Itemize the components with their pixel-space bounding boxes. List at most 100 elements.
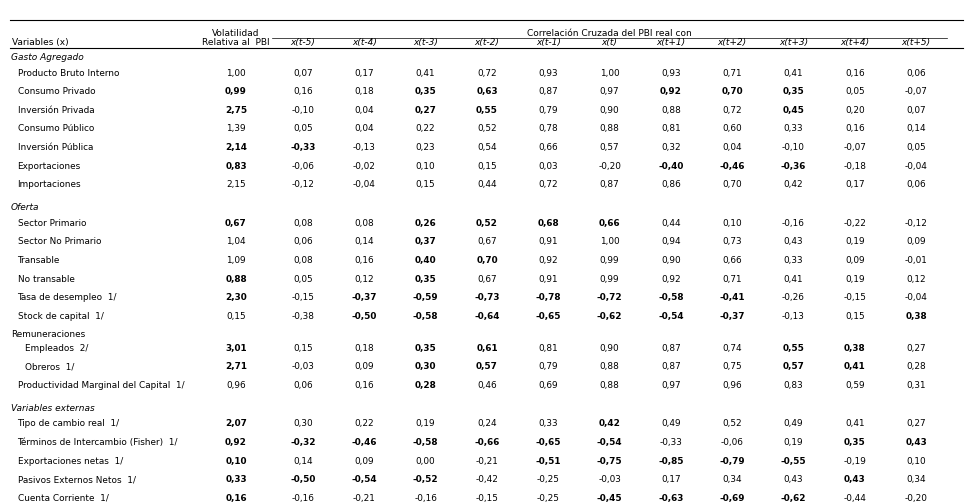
Text: 0,72: 0,72 bbox=[538, 180, 559, 189]
Text: 1,00: 1,00 bbox=[226, 68, 246, 77]
Text: 0,71: 0,71 bbox=[722, 275, 742, 284]
Text: Productividad Marginal del Capital  1/: Productividad Marginal del Capital 1/ bbox=[18, 381, 184, 390]
Text: 0,17: 0,17 bbox=[845, 180, 865, 189]
Text: 0,41: 0,41 bbox=[415, 68, 436, 77]
Text: 0,16: 0,16 bbox=[293, 87, 313, 96]
Text: -0,12: -0,12 bbox=[292, 180, 314, 189]
Text: -0,33: -0,33 bbox=[660, 438, 682, 447]
Text: 0,28: 0,28 bbox=[414, 381, 437, 390]
Text: 0,04: 0,04 bbox=[722, 143, 742, 152]
Text: 3,01: 3,01 bbox=[225, 344, 247, 353]
Text: -0,03: -0,03 bbox=[292, 363, 314, 371]
Text: -0,02: -0,02 bbox=[353, 161, 376, 171]
Text: 0,14: 0,14 bbox=[293, 457, 313, 466]
Text: Relativa al  PBI: Relativa al PBI bbox=[202, 38, 270, 47]
Text: 0,97: 0,97 bbox=[661, 381, 681, 390]
Text: 0,16: 0,16 bbox=[845, 68, 865, 77]
Text: -0,20: -0,20 bbox=[598, 161, 621, 171]
Text: -0,44: -0,44 bbox=[844, 494, 866, 503]
Text: -0,13: -0,13 bbox=[353, 143, 376, 152]
Text: 0,71: 0,71 bbox=[722, 68, 742, 77]
Text: 0,27: 0,27 bbox=[414, 106, 437, 115]
Text: 0,67: 0,67 bbox=[225, 219, 247, 228]
Text: 0,87: 0,87 bbox=[661, 344, 681, 353]
Text: 0,16: 0,16 bbox=[354, 381, 375, 390]
Text: x(t+1): x(t+1) bbox=[657, 38, 685, 47]
Text: 0,66: 0,66 bbox=[722, 256, 742, 265]
Text: 0,49: 0,49 bbox=[661, 420, 681, 429]
Text: 0,09: 0,09 bbox=[906, 237, 926, 246]
Text: 0,03: 0,03 bbox=[538, 161, 559, 171]
Text: 0,08: 0,08 bbox=[293, 256, 313, 265]
Text: x(t-4): x(t-4) bbox=[352, 38, 377, 47]
Text: 0,55: 0,55 bbox=[476, 106, 498, 115]
Text: 0,43: 0,43 bbox=[783, 475, 804, 484]
Text: 0,15: 0,15 bbox=[845, 312, 865, 321]
Text: 2,71: 2,71 bbox=[225, 363, 247, 371]
Text: 0,88: 0,88 bbox=[599, 363, 620, 371]
Text: 0,52: 0,52 bbox=[477, 124, 497, 133]
Text: 0,88: 0,88 bbox=[225, 275, 247, 284]
Text: 0,20: 0,20 bbox=[845, 106, 865, 115]
Text: 0,92: 0,92 bbox=[538, 256, 559, 265]
Text: 0,67: 0,67 bbox=[477, 237, 497, 246]
Text: 0,07: 0,07 bbox=[906, 106, 926, 115]
Text: -0,38: -0,38 bbox=[292, 312, 314, 321]
Text: x(t+4): x(t+4) bbox=[841, 38, 869, 47]
Text: 1,04: 1,04 bbox=[226, 237, 246, 246]
Text: -0,10: -0,10 bbox=[292, 106, 314, 115]
Text: Consumo Público: Consumo Público bbox=[18, 124, 93, 133]
Text: 0,79: 0,79 bbox=[538, 106, 559, 115]
Text: 0,10: 0,10 bbox=[906, 457, 926, 466]
Text: 0,92: 0,92 bbox=[225, 438, 247, 447]
Text: -0,07: -0,07 bbox=[844, 143, 866, 152]
Text: x(t+3): x(t+3) bbox=[779, 38, 808, 47]
Text: -0,58: -0,58 bbox=[413, 438, 439, 447]
Text: 0,26: 0,26 bbox=[414, 219, 437, 228]
Text: 0,99: 0,99 bbox=[225, 87, 247, 96]
Text: 0,70: 0,70 bbox=[722, 180, 742, 189]
Text: 0,79: 0,79 bbox=[538, 363, 559, 371]
Text: 0,92: 0,92 bbox=[660, 87, 682, 96]
Text: 0,35: 0,35 bbox=[414, 344, 437, 353]
Text: Producto Bruto Interno: Producto Bruto Interno bbox=[18, 68, 119, 77]
Text: 0,10: 0,10 bbox=[225, 457, 247, 466]
Text: Cuenta Corriente  1/: Cuenta Corriente 1/ bbox=[18, 494, 108, 503]
Text: 0,22: 0,22 bbox=[415, 124, 436, 133]
Text: 0,86: 0,86 bbox=[661, 180, 681, 189]
Text: 0,19: 0,19 bbox=[783, 438, 804, 447]
Text: x(t-2): x(t-2) bbox=[475, 38, 499, 47]
Text: 0,30: 0,30 bbox=[414, 363, 437, 371]
Text: -0,58: -0,58 bbox=[658, 293, 684, 302]
Text: -0,75: -0,75 bbox=[596, 457, 623, 466]
Text: -0,62: -0,62 bbox=[780, 494, 807, 503]
Text: -0,69: -0,69 bbox=[719, 494, 745, 503]
Text: -0,04: -0,04 bbox=[905, 293, 927, 302]
Text: 0,14: 0,14 bbox=[354, 237, 375, 246]
Text: 2,15: 2,15 bbox=[226, 180, 246, 189]
Text: 0,57: 0,57 bbox=[782, 363, 805, 371]
Text: 0,32: 0,32 bbox=[661, 143, 681, 152]
Text: 1,39: 1,39 bbox=[226, 124, 246, 133]
Text: 0,09: 0,09 bbox=[845, 256, 865, 265]
Text: 0,91: 0,91 bbox=[538, 275, 559, 284]
Text: 0,42: 0,42 bbox=[783, 180, 804, 189]
Text: -0,58: -0,58 bbox=[413, 312, 439, 321]
Text: 0,34: 0,34 bbox=[906, 475, 926, 484]
Text: -0,64: -0,64 bbox=[474, 312, 500, 321]
Text: 0,10: 0,10 bbox=[722, 219, 742, 228]
Text: -0,50: -0,50 bbox=[351, 312, 378, 321]
Text: 0,87: 0,87 bbox=[599, 180, 620, 189]
Text: -0,16: -0,16 bbox=[782, 219, 805, 228]
Text: 0,35: 0,35 bbox=[414, 87, 437, 96]
Text: 0,09: 0,09 bbox=[354, 363, 375, 371]
Text: Inversión Privada: Inversión Privada bbox=[18, 106, 94, 115]
Text: -0,25: -0,25 bbox=[537, 494, 559, 503]
Text: 0,83: 0,83 bbox=[225, 161, 247, 171]
Text: -0,19: -0,19 bbox=[844, 457, 866, 466]
Text: 0,22: 0,22 bbox=[354, 420, 375, 429]
Text: -0,04: -0,04 bbox=[905, 161, 927, 171]
Text: 1,00: 1,00 bbox=[599, 237, 620, 246]
Text: -0,51: -0,51 bbox=[535, 457, 561, 466]
Text: 0,12: 0,12 bbox=[354, 275, 375, 284]
